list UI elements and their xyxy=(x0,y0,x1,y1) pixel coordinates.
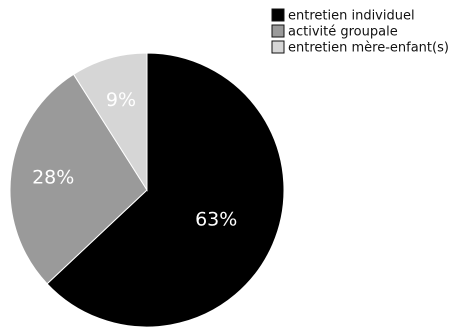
pie-slice-label-entretien-mere-enfant-s: 9% xyxy=(106,89,136,111)
legend-label-entretien-mere-enfant-s: entretien mère-enfant(s) xyxy=(288,41,449,56)
legend-swatch-entretien-mere-enfant-s xyxy=(271,40,285,54)
pie-slice-label-entretien-individuel: 63% xyxy=(195,208,237,230)
legend-label-entretien-individuel: entretien individuel xyxy=(288,9,415,24)
pie-slices xyxy=(9,52,285,328)
pie-slice-label-activite-groupale: 28% xyxy=(32,167,74,189)
pie-slice-labels: 63% 28% 9% xyxy=(32,89,237,230)
pie-slice-entretien-individuel xyxy=(46,52,285,328)
pie-slice-activite-groupale xyxy=(9,73,148,285)
pie-slice-entretien-mere-enfant-s xyxy=(72,52,148,192)
legend-swatch-activite-groupale xyxy=(271,24,285,38)
legend-label-activite-groupale: activité groupale xyxy=(288,25,398,40)
legend-swatch-entretien-individuel xyxy=(271,8,285,22)
